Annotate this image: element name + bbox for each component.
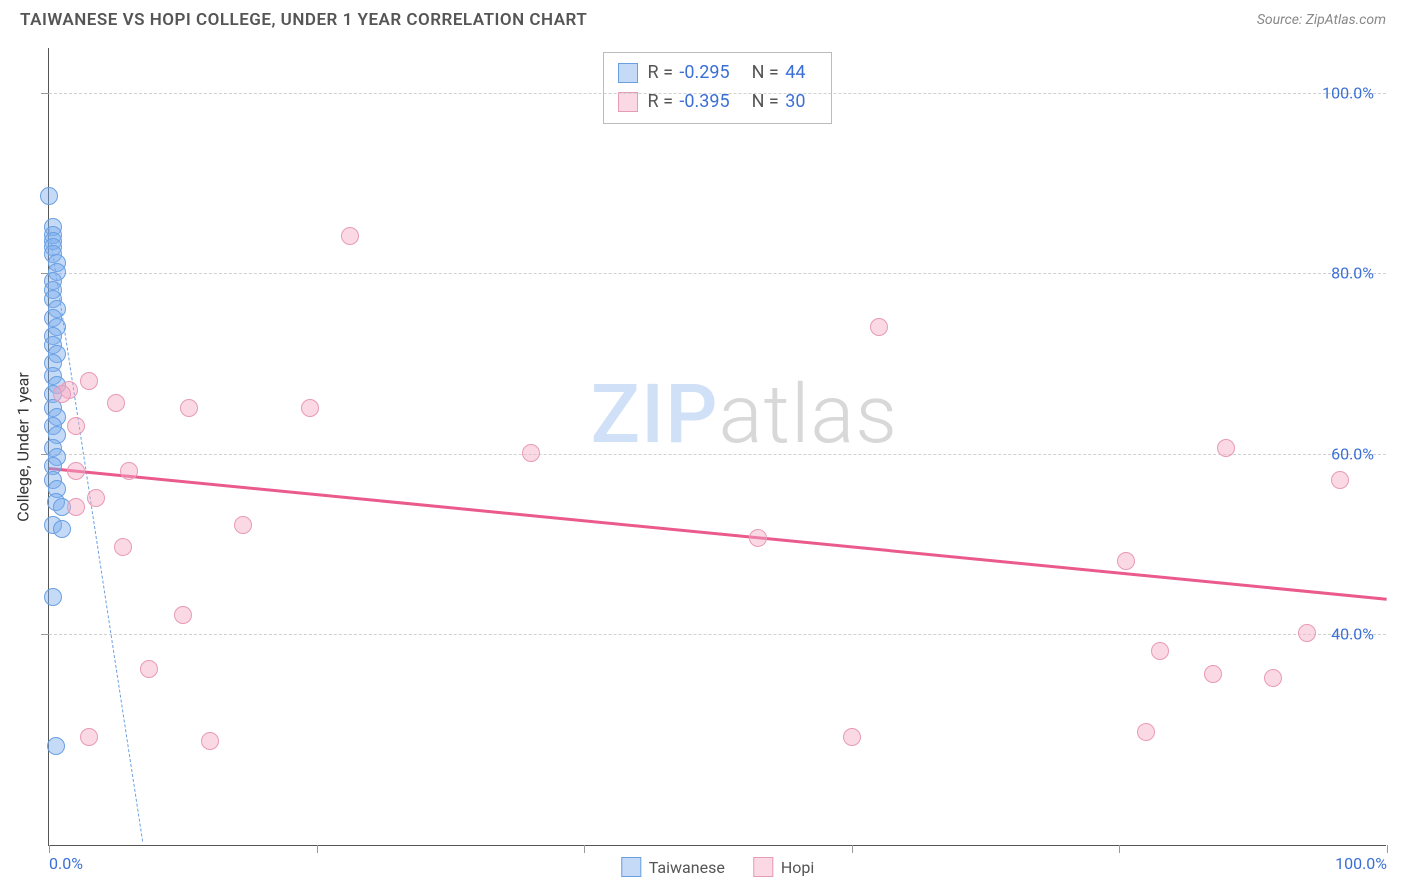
data-point: [87, 489, 105, 507]
data-point: [1264, 669, 1282, 687]
data-point: [67, 417, 85, 435]
y-axis-label: College, Under 1 year: [14, 372, 33, 522]
legend-label: Hopi: [781, 858, 814, 877]
series-legend: Taiwanese Hopi: [621, 857, 814, 877]
data-point: [44, 588, 62, 606]
x-tick: [1387, 845, 1388, 853]
gridline: [49, 454, 1386, 455]
y-tick-label: 80.0%: [1331, 264, 1374, 283]
data-point: [301, 399, 319, 417]
data-point: [1217, 439, 1235, 457]
data-point: [80, 728, 98, 746]
data-point: [1298, 624, 1316, 642]
data-point: [201, 732, 219, 750]
gridline: [49, 93, 1386, 94]
data-point: [67, 498, 85, 516]
data-point: [47, 737, 65, 755]
data-point: [1137, 723, 1155, 741]
legend-row: R = -0.295N = 44: [618, 59, 818, 88]
legend-item: Taiwanese: [621, 857, 725, 877]
data-point: [53, 520, 71, 538]
y-tick: [41, 634, 49, 635]
gridline: [49, 273, 1386, 274]
data-point: [843, 728, 861, 746]
data-point: [67, 462, 85, 480]
data-point: [120, 462, 138, 480]
legend-swatch: [621, 857, 641, 877]
y-tick-label: 40.0%: [1331, 625, 1374, 644]
data-point: [114, 538, 132, 556]
data-point: [749, 529, 767, 547]
chart-title: TAIWANESE VS HOPI COLLEGE, UNDER 1 YEAR …: [20, 10, 587, 30]
x-tick: [852, 845, 853, 853]
data-point: [53, 385, 71, 403]
legend-label: Taiwanese: [649, 858, 725, 877]
data-point: [140, 660, 158, 678]
watermark: ZIPatlas: [591, 367, 898, 463]
data-point: [107, 394, 125, 412]
x-tick-label: 100.0%: [1335, 854, 1387, 873]
regression-line: [49, 467, 1387, 601]
x-tick: [1119, 845, 1120, 853]
data-point: [40, 187, 58, 205]
data-point: [1117, 552, 1135, 570]
data-point: [180, 399, 198, 417]
correlation-legend: R = -0.295N = 44R = -0.395N = 30: [603, 52, 833, 124]
legend-swatch: [753, 857, 773, 877]
data-point: [1151, 642, 1169, 660]
legend-swatch: [618, 92, 638, 112]
data-point: [80, 372, 98, 390]
data-point: [341, 227, 359, 245]
x-tick: [49, 845, 50, 853]
scatter-chart: College, Under 1 year ZIPatlas R = -0.29…: [48, 48, 1386, 846]
chart-source: Source: ZipAtlas.com: [1257, 12, 1386, 28]
gridline: [49, 634, 1386, 635]
legend-item: Hopi: [753, 857, 814, 877]
x-tick: [584, 845, 585, 853]
data-point: [1331, 471, 1349, 489]
legend-swatch: [618, 63, 638, 83]
y-tick-label: 100.0%: [1322, 84, 1374, 103]
data-point: [1204, 665, 1222, 683]
data-point: [234, 516, 252, 534]
data-point: [870, 318, 888, 336]
data-point: [522, 444, 540, 462]
y-tick-label: 60.0%: [1331, 444, 1374, 463]
y-tick: [41, 93, 49, 94]
data-point: [174, 606, 192, 624]
x-tick: [317, 845, 318, 853]
x-tick-label: 0.0%: [49, 854, 83, 873]
